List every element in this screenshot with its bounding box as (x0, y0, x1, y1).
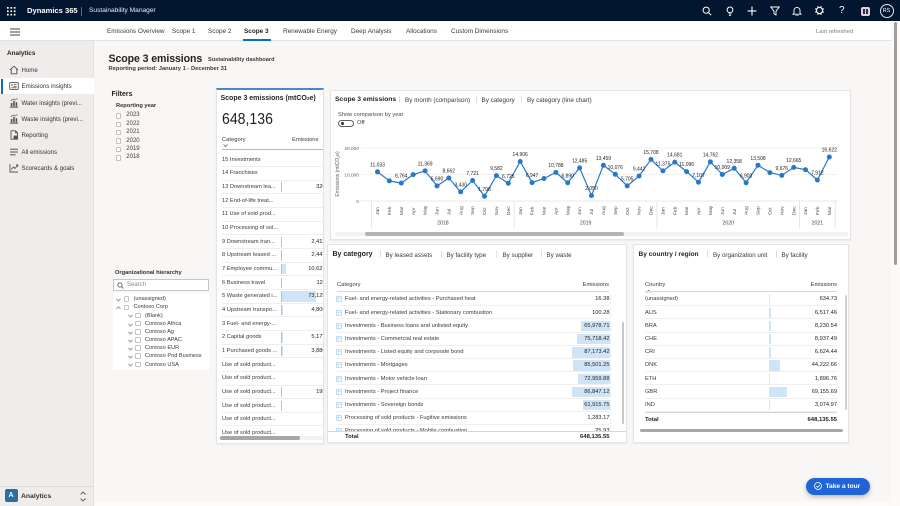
svg-text:20,000: 20,000 (344, 146, 359, 152)
svg-text:2019: 2019 (580, 220, 592, 226)
svg-text:11,369: 11,369 (418, 161, 433, 167)
svg-text:Sep: Sep (470, 206, 476, 215)
svg-text:14,762: 14,762 (703, 152, 719, 158)
svg-text:Jun: Jun (720, 206, 726, 214)
svg-text:2021: 2021 (812, 220, 824, 226)
svg-text:Nov: Nov (637, 205, 643, 214)
svg-text:9,582: 9,582 (490, 166, 503, 172)
svg-text:Oct: Oct (482, 206, 488, 214)
svg-text:13,459: 13,459 (596, 155, 612, 161)
svg-text:6,903: 6,903 (740, 173, 753, 179)
svg-text:Jan: Jan (661, 206, 667, 214)
svg-text:Feb: Feb (672, 206, 678, 215)
svg-text:Jul: Jul (446, 208, 452, 214)
svg-text:Apr: Apr (411, 207, 417, 215)
svg-text:7,107: 7,107 (692, 172, 705, 178)
svg-text:Jan: Jan (518, 206, 524, 214)
svg-text:Dec: Dec (791, 205, 797, 214)
svg-text:Nov: Nov (494, 205, 500, 214)
svg-text:9,442: 9,442 (633, 166, 646, 172)
svg-text:2,050: 2,050 (585, 186, 598, 192)
svg-text:Jan: Jan (803, 206, 809, 214)
svg-text:Aug: Aug (744, 206, 750, 215)
svg-text:May: May (708, 205, 714, 215)
svg-text:Jun: Jun (577, 206, 583, 214)
svg-text:3,430: 3,430 (454, 182, 467, 188)
svg-text:Sep: Sep (613, 206, 619, 215)
svg-text:10,009: 10,009 (715, 165, 731, 171)
svg-text:Sep: Sep (756, 206, 762, 215)
svg-text:May: May (423, 205, 429, 215)
svg-text:Apr: Apr (696, 207, 702, 215)
svg-text:14,906: 14,906 (513, 152, 529, 158)
svg-text:10,000: 10,000 (344, 172, 359, 178)
svg-text:Apr: Apr (554, 207, 560, 215)
svg-text:Oct: Oct (768, 206, 774, 214)
svg-text:0: 0 (356, 199, 359, 205)
svg-text:7,912: 7,912 (811, 170, 824, 176)
svg-text:Dec: Dec (649, 205, 655, 214)
svg-text:12,358: 12,358 (727, 158, 743, 164)
svg-text:12,485: 12,485 (572, 158, 588, 164)
svg-text:1,798: 1,798 (478, 186, 491, 192)
svg-text:2018: 2018 (437, 220, 449, 226)
svg-text:May: May (565, 205, 571, 215)
svg-text:6,764: 6,764 (395, 173, 408, 179)
svg-text:Jun: Jun (435, 206, 441, 214)
svg-text:6,947: 6,947 (526, 173, 539, 179)
svg-text:Aug: Aug (458, 206, 464, 215)
svg-text:Oct: Oct (625, 206, 631, 214)
svg-text:7,721: 7,721 (466, 171, 479, 177)
svg-text:6,890: 6,890 (561, 173, 574, 179)
svg-text:11,375: 11,375 (655, 161, 670, 167)
svg-text:Mar: Mar (542, 206, 548, 215)
svg-text:Emissions (mtCO2e): Emissions (mtCO2e) (335, 150, 341, 196)
svg-text:Jul: Jul (732, 208, 738, 214)
svg-text:10,076: 10,076 (608, 164, 624, 170)
svg-text:11,096: 11,096 (679, 162, 694, 168)
svg-text:16,622: 16,622 (822, 147, 838, 153)
svg-text:11,033: 11,033 (370, 162, 385, 168)
svg-text:Jan: Jan (375, 206, 381, 214)
svg-text:2020: 2020 (723, 220, 735, 226)
svg-text:Jul: Jul (589, 208, 595, 214)
svg-text:Mar: Mar (399, 206, 405, 215)
svg-text:12,665: 12,665 (786, 158, 802, 164)
svg-text:Feb: Feb (387, 206, 393, 215)
svg-text:Mar: Mar (684, 206, 690, 215)
svg-text:Dec: Dec (506, 205, 512, 214)
svg-text:9,676: 9,676 (776, 166, 789, 172)
svg-text:Feb: Feb (815, 206, 821, 215)
svg-text:10,788: 10,788 (548, 163, 564, 169)
svg-text:13,508: 13,508 (750, 155, 766, 161)
svg-text:5,705: 5,705 (621, 176, 634, 182)
svg-text:Feb: Feb (530, 206, 536, 215)
svg-text:Mar: Mar (827, 206, 833, 215)
svg-text:14,681: 14,681 (667, 152, 683, 158)
svg-text:Nov: Nov (779, 205, 785, 214)
svg-text:15,708: 15,708 (643, 150, 659, 156)
svg-text:8,662: 8,662 (443, 168, 456, 174)
svg-text:6,725: 6,725 (502, 173, 515, 179)
svg-text:Aug: Aug (601, 206, 607, 215)
svg-text:5,690: 5,690 (431, 176, 444, 182)
